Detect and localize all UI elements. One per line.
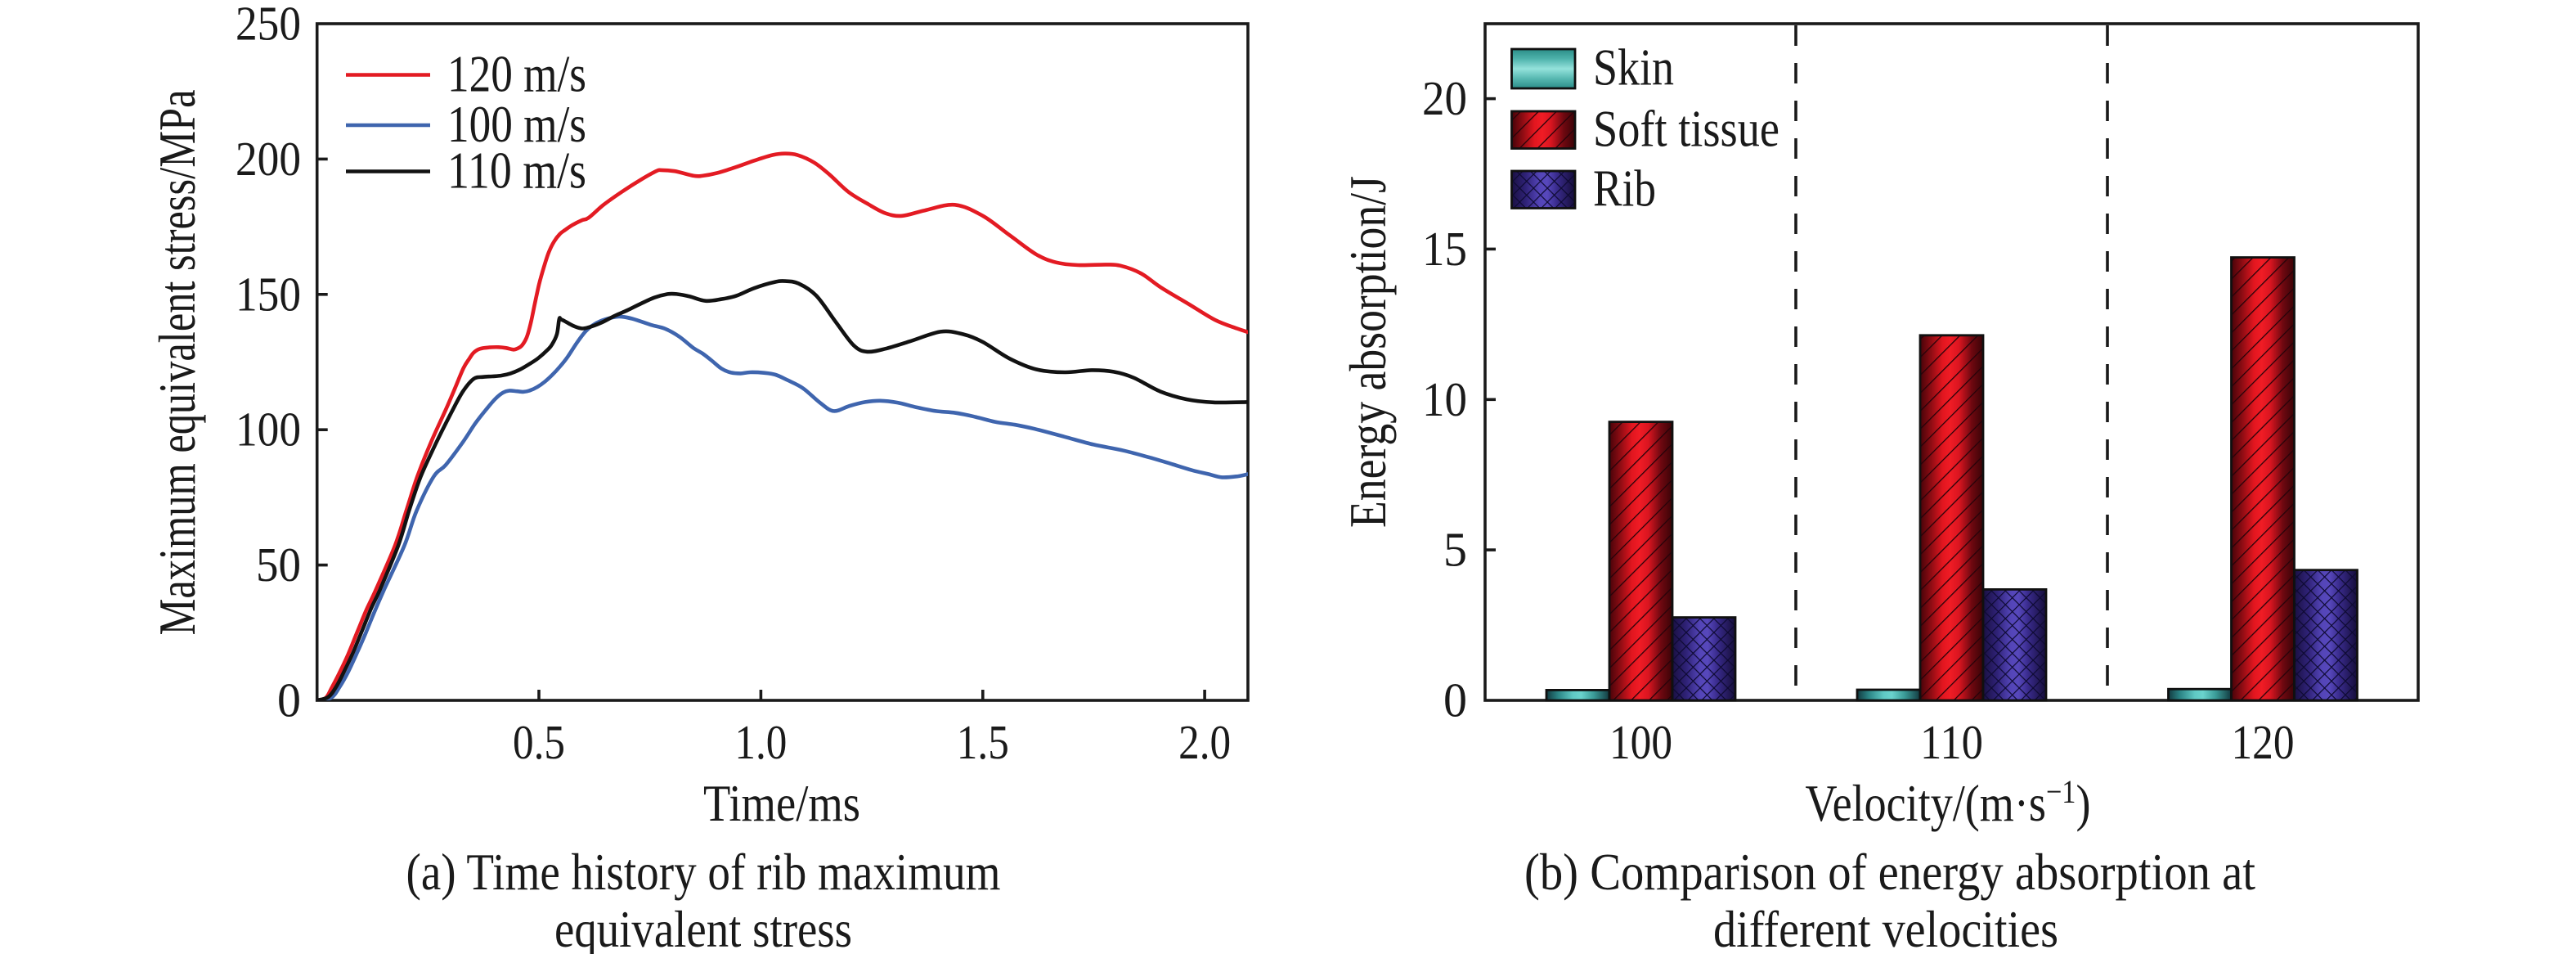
svg-text:20: 20 <box>1422 71 1467 125</box>
svg-text:100 m/s: 100 m/s <box>447 96 586 153</box>
svg-text:0: 0 <box>1443 673 1467 727</box>
svg-text:120 m/s: 120 m/s <box>447 46 586 103</box>
svg-text:Skin: Skin <box>1593 39 1674 97</box>
svg-text:Rib: Rib <box>1593 160 1656 217</box>
svg-text:50: 50 <box>256 538 301 592</box>
svg-text:200: 200 <box>236 132 301 186</box>
svg-text:10: 10 <box>1422 372 1467 426</box>
svg-text:1.0: 1.0 <box>734 715 787 769</box>
svg-text:(a) Time history of rib maximu: (a) Time history of rib maximum <box>406 844 1001 901</box>
svg-text:15: 15 <box>1422 222 1467 276</box>
svg-text:100: 100 <box>1609 715 1672 769</box>
svg-text:100: 100 <box>236 403 301 457</box>
svg-text:Maximum equivalent stress/MPa: Maximum equivalent stress/MPa <box>149 89 206 635</box>
svg-text:2.0: 2.0 <box>1178 715 1231 769</box>
svg-text:120: 120 <box>2232 715 2295 769</box>
svg-text:0.5: 0.5 <box>513 715 565 769</box>
svg-text:different velocities: different velocities <box>1713 901 2058 954</box>
svg-text:150: 150 <box>236 267 301 321</box>
svg-text:equivalent stress: equivalent stress <box>554 901 852 954</box>
svg-text:Velocity/(m·s−1): Velocity/(m·s−1) <box>1806 773 2091 832</box>
svg-text:250: 250 <box>236 0 301 51</box>
svg-text:Energy absorption/J: Energy absorption/J <box>1340 176 1397 528</box>
svg-text:110 m/s: 110 m/s <box>447 142 586 200</box>
svg-text:Soft tissue: Soft tissue <box>1593 100 1779 157</box>
svg-text:5: 5 <box>1443 523 1467 577</box>
svg-text:(b) Comparison of energy absor: (b) Comparison of energy absorption at <box>1524 844 2255 901</box>
svg-text:0: 0 <box>277 673 301 727</box>
svg-text:110: 110 <box>1920 715 1983 769</box>
svg-text:1.5: 1.5 <box>957 715 1009 769</box>
svg-text:Time/ms: Time/ms <box>703 775 860 832</box>
